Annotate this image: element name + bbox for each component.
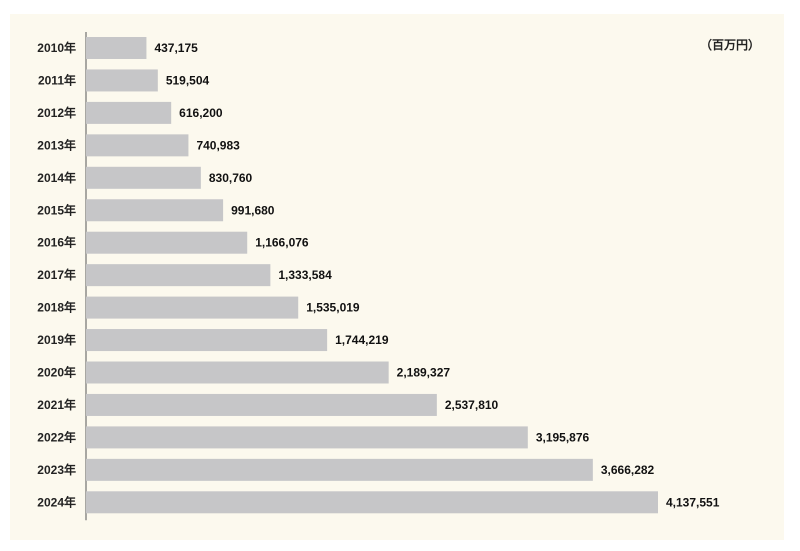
bar-value-label: 1,744,219 xyxy=(335,333,389,347)
bar-value-label: 830,760 xyxy=(209,171,253,185)
year-tick-label: 2023年 xyxy=(37,462,76,477)
bar-value-label: 2,537,810 xyxy=(445,398,499,412)
bar-value-label: 4,137,551 xyxy=(666,495,720,509)
year-tick-label: 2019年 xyxy=(37,332,76,347)
year-tick-label: 2012年 xyxy=(37,105,76,120)
bar-chart: 2010年 437,175 2011年 519,504 2012年 616,200 2013… xyxy=(37,32,720,521)
bar-value-label: 1,166,076 xyxy=(255,236,309,250)
bar-value-label: 2,189,327 xyxy=(397,366,451,380)
bar xyxy=(86,231,248,254)
bar-value-label: 3,195,876 xyxy=(536,430,590,444)
bar-value-label: 3,666,282 xyxy=(601,463,655,477)
bar xyxy=(86,166,201,189)
chart-panel: 2010年 437,175 2011年 519,504 2012年 616,200 2013… xyxy=(10,14,784,540)
bar xyxy=(86,361,389,384)
year-tick-label: 2010年 xyxy=(37,40,76,55)
bar xyxy=(86,329,328,352)
year-tick-label: 2024年 xyxy=(37,494,76,509)
bar xyxy=(86,37,147,59)
year-tick-label: 2015年 xyxy=(37,202,76,217)
year-tick-label: 2014年 xyxy=(37,170,76,185)
year-tick-label: 2016年 xyxy=(37,235,76,250)
bar xyxy=(86,296,299,319)
bar xyxy=(86,101,172,124)
bar xyxy=(86,458,593,481)
year-tick-label: 2022年 xyxy=(37,429,76,444)
year-tick-label: 2013年 xyxy=(37,137,76,152)
bar-value-label: 740,983 xyxy=(196,138,240,152)
year-tick-label: 2020年 xyxy=(37,365,76,380)
bar xyxy=(86,199,224,222)
bar-value-label: 991,680 xyxy=(231,203,275,217)
year-tick-label: 2017年 xyxy=(37,267,76,282)
bar-value-label: 519,504 xyxy=(166,73,210,87)
bar xyxy=(86,264,271,287)
bar xyxy=(86,426,528,449)
year-tick-label: 2021年 xyxy=(37,397,76,412)
year-tick-label: 2018年 xyxy=(37,300,76,315)
year-tick-label: 2011年 xyxy=(38,72,76,87)
bar-value-label: 1,535,019 xyxy=(306,301,360,315)
bar-value-label: 1,333,584 xyxy=(278,268,332,282)
bar xyxy=(86,69,158,92)
bar xyxy=(86,393,437,416)
unit-label: （百万円） xyxy=(699,38,760,52)
bar xyxy=(86,491,658,514)
bar-value-label: 616,200 xyxy=(179,106,223,120)
bar xyxy=(86,134,189,157)
bar-value-label: 437,175 xyxy=(154,41,198,55)
